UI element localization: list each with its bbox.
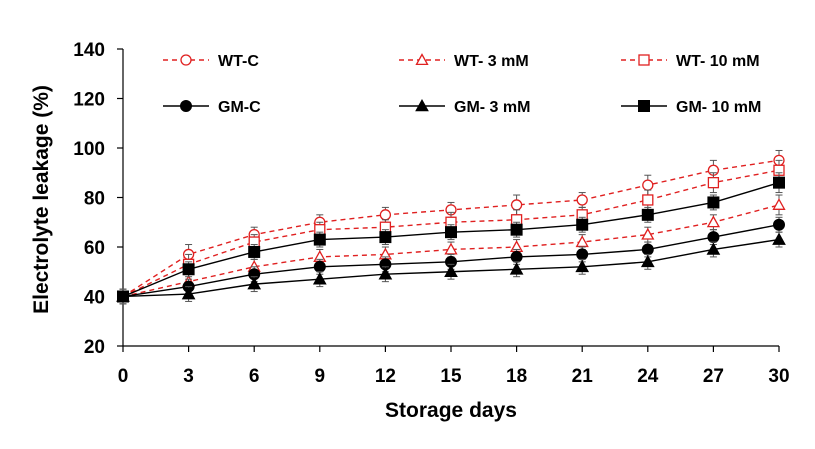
- legend-item: WT- 10 mM: [621, 53, 760, 70]
- x-tick-label: 6: [249, 366, 260, 387]
- data-point-marker: [773, 218, 785, 231]
- x-tick-label: 0: [118, 366, 129, 387]
- data-point-marker: [378, 267, 393, 280]
- x-tick-label: 27: [703, 366, 724, 387]
- x-tick-label: 30: [768, 366, 789, 387]
- x-tick-label: 12: [375, 366, 396, 387]
- data-point-marker: [707, 231, 720, 244]
- data-point-marker: [706, 215, 721, 228]
- legend-label: WT-C: [218, 53, 259, 70]
- data-point-marker: [707, 196, 720, 209]
- data-point-marker: [575, 259, 590, 273]
- data-point-marker: [117, 290, 129, 303]
- data-point-marker: [706, 242, 721, 255]
- data-point-marker: [415, 98, 429, 112]
- data-point-marker: [641, 243, 654, 256]
- y-tick-label: 140: [73, 40, 105, 61]
- legend-item: GM- 3 mM: [399, 98, 530, 116]
- data-point-marker: [640, 254, 655, 268]
- data-point-marker: [510, 250, 523, 263]
- x-ticks: 0 3 6 9 12 15 18 21 24 27 30: [118, 346, 790, 387]
- data-point-marker: [247, 277, 262, 290]
- data-point-marker: [575, 235, 589, 248]
- x-tick-label: 21: [572, 366, 594, 387]
- data-point-marker: [772, 232, 786, 245]
- legend-item: GM- 10 mM: [621, 99, 761, 116]
- legend: WT-C WT- 3 mM WT- 10 mM GM-C GM- 3 mM GM- 10 …: [163, 53, 761, 116]
- data-point-marker: [181, 286, 196, 300]
- data-point-marker: [510, 223, 523, 236]
- y-tick-label: 100: [73, 139, 105, 160]
- data-point-marker: [772, 198, 786, 210]
- data-point-marker: [510, 199, 523, 211]
- legend-label: GM- 10 mM: [676, 99, 761, 116]
- data-point-marker: [180, 100, 192, 112]
- data-point-marker: [180, 54, 192, 66]
- legend-item: WT-C: [163, 53, 259, 70]
- series-layer: [116, 149, 786, 305]
- legend-label: WT- 3 mM: [454, 53, 529, 70]
- data-point-marker: [576, 218, 589, 231]
- data-point-marker: [313, 233, 326, 246]
- axes: [122, 49, 779, 347]
- data-point-marker: [445, 226, 457, 239]
- data-point-marker: [182, 263, 195, 276]
- x-axis-title: Storage days: [385, 399, 517, 422]
- data-point-marker: [576, 248, 589, 261]
- data-point-marker: [415, 53, 429, 66]
- data-point-marker: [707, 176, 720, 189]
- data-point-marker: [638, 54, 650, 66]
- legend-label: GM- 3 mM: [454, 99, 530, 116]
- x-tick-label: 24: [637, 366, 659, 387]
- data-point-marker: [773, 176, 785, 189]
- y-tick-label: 120: [73, 90, 105, 111]
- legend-item: GM-C: [163, 99, 261, 116]
- data-point-marker: [379, 209, 392, 221]
- series-gm-3-mm: [116, 231, 786, 305]
- data-point-marker: [444, 264, 458, 278]
- y-axis-title: Electrolyte leakage (%): [30, 85, 53, 314]
- x-tick-label: 3: [183, 366, 194, 387]
- y-tick-label: 60: [84, 238, 105, 259]
- data-point-marker: [509, 262, 524, 275]
- x-tick-label: 9: [315, 366, 326, 387]
- data-point-marker: [642, 179, 654, 191]
- data-point-marker: [641, 208, 654, 221]
- data-point-marker: [379, 231, 392, 244]
- data-point-marker: [312, 272, 327, 285]
- series-line: [122, 204, 780, 298]
- data-point-marker: [444, 242, 458, 255]
- legend-label: WT- 10 mM: [676, 53, 760, 70]
- data-point-marker: [313, 260, 326, 273]
- legend-label: GM-C: [218, 99, 261, 116]
- series-gm-10-mm: [117, 172, 785, 305]
- x-tick-label: 18: [506, 366, 527, 387]
- y-tick-label: 80: [84, 189, 105, 210]
- data-point-marker: [638, 100, 650, 112]
- series-line: [122, 169, 780, 298]
- y-tick-label: 40: [84, 288, 105, 309]
- data-point-marker: [576, 194, 588, 206]
- y-tick-label: 20: [84, 337, 105, 358]
- y-ticks: 20 40 60 80 100 120 140: [73, 40, 123, 358]
- legend-item: WT- 3 mM: [399, 53, 529, 70]
- data-point-marker: [641, 227, 655, 240]
- x-tick-label: 15: [440, 366, 462, 387]
- data-point-marker: [248, 245, 261, 258]
- data-point-marker: [642, 194, 654, 206]
